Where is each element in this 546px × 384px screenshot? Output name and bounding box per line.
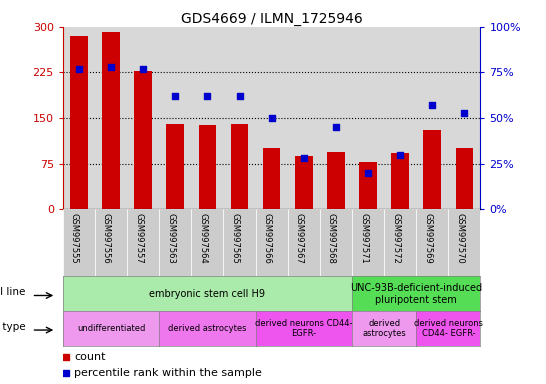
Text: GSM997563: GSM997563 — [166, 213, 175, 263]
Bar — [199, 125, 216, 209]
Text: derived neurons CD44-
EGFR-: derived neurons CD44- EGFR- — [255, 319, 353, 338]
Text: GSM997566: GSM997566 — [263, 213, 272, 263]
Bar — [455, 149, 473, 209]
Point — [235, 93, 244, 99]
Text: GSM997572: GSM997572 — [391, 213, 400, 263]
Text: GSM997567: GSM997567 — [295, 213, 304, 263]
Text: percentile rank within the sample: percentile rank within the sample — [74, 368, 263, 378]
Bar — [127, 209, 159, 276]
Text: GSM997569: GSM997569 — [423, 213, 432, 263]
Point — [364, 170, 372, 176]
Text: derived neurons
CD44- EGFR-: derived neurons CD44- EGFR- — [414, 319, 483, 338]
Bar — [352, 27, 384, 209]
Point — [396, 152, 405, 158]
Point — [74, 66, 83, 72]
Bar — [134, 71, 152, 209]
Bar — [352, 209, 384, 276]
Bar — [288, 27, 320, 209]
Bar — [256, 27, 288, 209]
Point — [139, 66, 147, 72]
Bar — [359, 162, 377, 209]
Point — [203, 93, 212, 99]
Bar — [295, 156, 313, 209]
Point — [299, 155, 308, 161]
Point — [428, 102, 437, 108]
Bar — [167, 124, 184, 209]
Bar — [416, 27, 448, 209]
Text: cell type: cell type — [0, 321, 26, 332]
Title: GDS4669 / ILMN_1725946: GDS4669 / ILMN_1725946 — [181, 12, 363, 26]
Bar — [223, 27, 256, 209]
Bar — [230, 124, 248, 209]
Bar — [384, 209, 416, 276]
Text: GSM997571: GSM997571 — [359, 213, 368, 263]
Bar — [320, 27, 352, 209]
Bar — [63, 27, 95, 209]
Bar — [391, 153, 409, 209]
Bar — [191, 27, 223, 209]
Text: derived astrocytes: derived astrocytes — [168, 324, 247, 333]
Text: count: count — [74, 352, 106, 362]
Bar — [95, 27, 127, 209]
Bar — [223, 209, 256, 276]
Text: GSM997564: GSM997564 — [198, 213, 207, 263]
Point — [171, 93, 180, 99]
Bar — [63, 209, 95, 276]
Bar — [288, 209, 320, 276]
Text: UNC-93B-deficient-induced
pluripotent stem: UNC-93B-deficient-induced pluripotent st… — [350, 283, 482, 305]
Point — [460, 109, 469, 116]
Bar — [416, 209, 448, 276]
Point — [106, 64, 115, 70]
Bar — [448, 27, 480, 209]
Text: GSM997556: GSM997556 — [102, 213, 111, 263]
Bar — [102, 32, 120, 209]
Bar — [448, 209, 480, 276]
Bar — [159, 27, 191, 209]
Text: undifferentiated: undifferentiated — [77, 324, 145, 333]
Text: GSM997570: GSM997570 — [455, 213, 465, 263]
Text: GSM997555: GSM997555 — [70, 213, 79, 263]
Text: cell line: cell line — [0, 287, 26, 297]
Bar — [95, 209, 127, 276]
Text: GSM997565: GSM997565 — [230, 213, 240, 263]
Bar — [384, 27, 416, 209]
Text: GSM997568: GSM997568 — [327, 213, 336, 263]
Bar — [424, 130, 441, 209]
Text: derived
astrocytes: derived astrocytes — [362, 319, 406, 338]
Bar — [191, 209, 223, 276]
Text: embryonic stem cell H9: embryonic stem cell H9 — [150, 289, 265, 299]
Bar — [320, 209, 352, 276]
Bar — [159, 209, 191, 276]
Point — [331, 124, 340, 130]
Bar — [327, 152, 345, 209]
Bar — [263, 149, 281, 209]
Point — [268, 115, 276, 121]
Text: GSM997557: GSM997557 — [134, 213, 143, 263]
Bar — [256, 209, 288, 276]
Bar — [127, 27, 159, 209]
Bar — [70, 36, 88, 209]
